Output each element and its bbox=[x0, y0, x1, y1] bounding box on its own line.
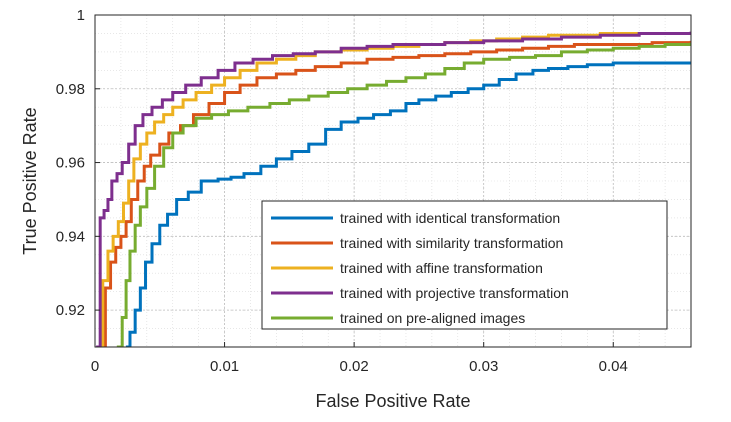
x-tick-label: 0 bbox=[91, 358, 99, 375]
series-line bbox=[96, 31, 691, 347]
legend-label: trained with identical transformation bbox=[340, 210, 560, 226]
x-tick-label: 0.03 bbox=[469, 358, 498, 375]
legend-label: trained with projective transformation bbox=[340, 285, 569, 301]
x-tick-label: 0.01 bbox=[210, 358, 239, 375]
tick-marks bbox=[94, 14, 614, 347]
x-tick-label: 0.02 bbox=[340, 358, 369, 375]
y-axis-label: True Positive Rate bbox=[20, 107, 40, 254]
y-tick-label: 0.94 bbox=[56, 228, 85, 245]
y-tick-label: 0.98 bbox=[56, 81, 85, 98]
x-axis-label: False Positive Rate bbox=[315, 391, 470, 411]
y-tick-label: 0.96 bbox=[56, 155, 85, 172]
y-tick-labels: 0.92 0.94 0.96 0.98 1 bbox=[56, 7, 85, 319]
series-line bbox=[116, 42, 691, 347]
series-line bbox=[99, 40, 691, 347]
series-layer bbox=[96, 31, 691, 347]
axes-box bbox=[94, 14, 692, 348]
legend-label: trained with affine transformation bbox=[340, 260, 543, 276]
legend: trained with identical transformation tra… bbox=[261, 200, 668, 330]
legend-label: trained with similarity transformation bbox=[340, 235, 563, 251]
y-tick-label: 1 bbox=[77, 7, 85, 24]
legend-box bbox=[261, 200, 668, 330]
x-tick-label: 0.04 bbox=[599, 358, 628, 375]
y-tick-label: 0.92 bbox=[56, 302, 85, 319]
series-line bbox=[125, 61, 691, 347]
x-tick-labels: 0 0.01 0.02 0.03 0.04 bbox=[91, 358, 628, 375]
legend-label: trained on pre-aligned images bbox=[340, 310, 525, 326]
